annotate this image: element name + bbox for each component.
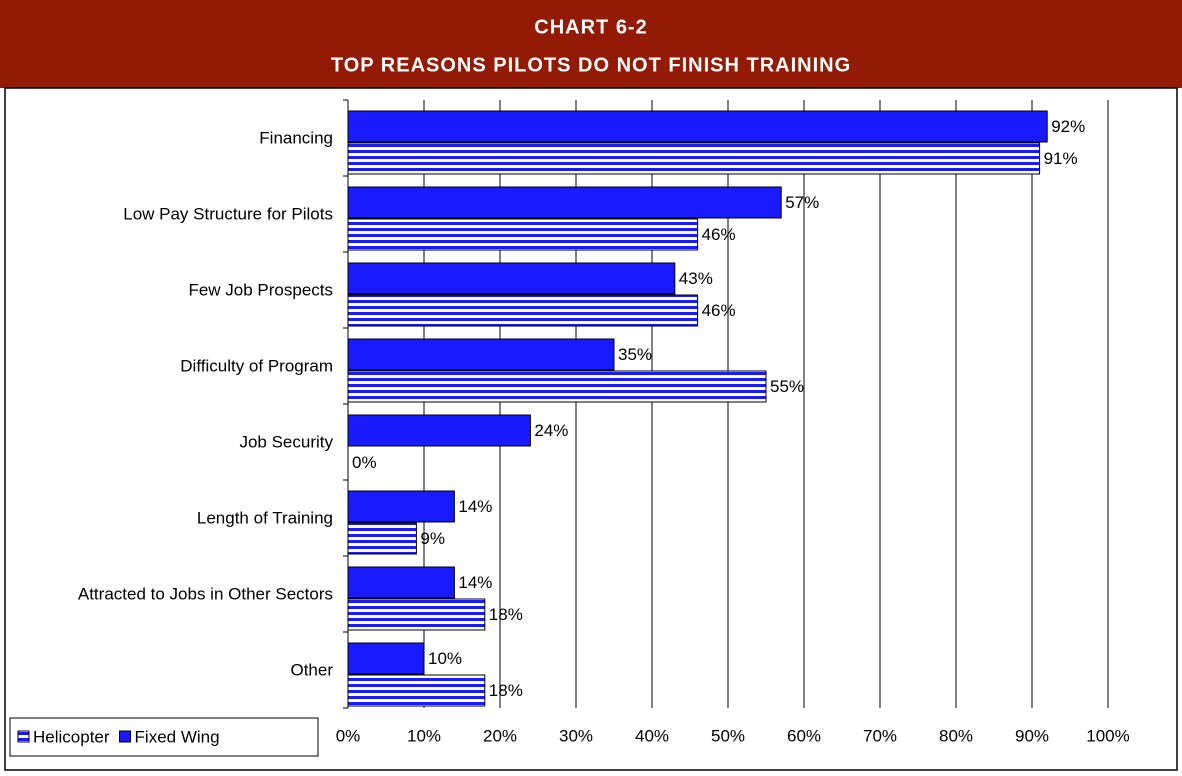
legend-box <box>9 717 319 757</box>
bar <box>347 490 455 523</box>
chart-subtitle: TOP REASONS PILOTS DO NOT FINISH TRAININ… <box>331 54 851 76</box>
bar <box>347 218 699 251</box>
category-label: Difficulty of Program <box>180 356 333 376</box>
value-label: 92% <box>1051 117 1085 136</box>
x-tick-label: 80% <box>939 726 973 745</box>
category-label: Length of Training <box>196 508 333 528</box>
bar <box>347 110 1048 143</box>
value-label: 46% <box>702 225 736 244</box>
bar <box>347 338 615 371</box>
bar <box>347 414 531 447</box>
legend-label: Helicopter <box>33 727 110 746</box>
value-label: 10% <box>428 649 462 668</box>
x-tick-label: 0% <box>336 726 361 745</box>
bar <box>347 142 1041 175</box>
x-tick-label: 90% <box>1015 726 1049 745</box>
bar <box>347 186 782 219</box>
category-label: Attracted to Jobs in Other Sectors <box>77 584 333 604</box>
bar <box>347 262 676 295</box>
value-label: 35% <box>618 345 652 364</box>
bar <box>347 522 417 555</box>
legend-label: Fixed Wing <box>135 727 220 746</box>
category-label: Job Security <box>239 432 333 452</box>
x-tick-label: 100% <box>1086 726 1129 745</box>
x-tick-label: 60% <box>787 726 821 745</box>
value-label: 43% <box>679 269 713 288</box>
legend-swatch <box>119 730 132 743</box>
legend-swatch <box>17 730 30 743</box>
x-tick-label: 20% <box>483 726 517 745</box>
value-label: 91% <box>1044 149 1078 168</box>
bar <box>347 294 699 327</box>
category-label: Low Pay Structure for Pilots <box>123 204 333 224</box>
x-tick-label: 10% <box>407 726 441 745</box>
x-tick-label: 30% <box>559 726 593 745</box>
bar <box>347 370 767 403</box>
value-label: 0% <box>352 453 377 472</box>
x-tick-label: 40% <box>635 726 669 745</box>
x-tick-label: 50% <box>711 726 745 745</box>
value-label: 14% <box>458 497 492 516</box>
value-label: 14% <box>458 573 492 592</box>
value-label: 18% <box>489 605 523 624</box>
bar <box>347 642 425 675</box>
category-label: Other <box>290 660 333 680</box>
bar <box>347 598 486 631</box>
value-label: 46% <box>702 301 736 320</box>
bar <box>347 674 486 707</box>
chart-border <box>4 87 1178 771</box>
value-label: 24% <box>534 421 568 440</box>
value-label: 57% <box>785 193 819 212</box>
title-band <box>0 0 1182 88</box>
chart-title: CHART 6-2 <box>534 16 647 38</box>
bar <box>347 566 455 599</box>
value-label: 18% <box>489 681 523 700</box>
value-label: 9% <box>420 529 445 548</box>
category-label: Financing <box>259 128 333 148</box>
x-tick-label: 70% <box>863 726 897 745</box>
category-label: Few Job Prospects <box>188 280 333 300</box>
value-label: 55% <box>770 377 804 396</box>
